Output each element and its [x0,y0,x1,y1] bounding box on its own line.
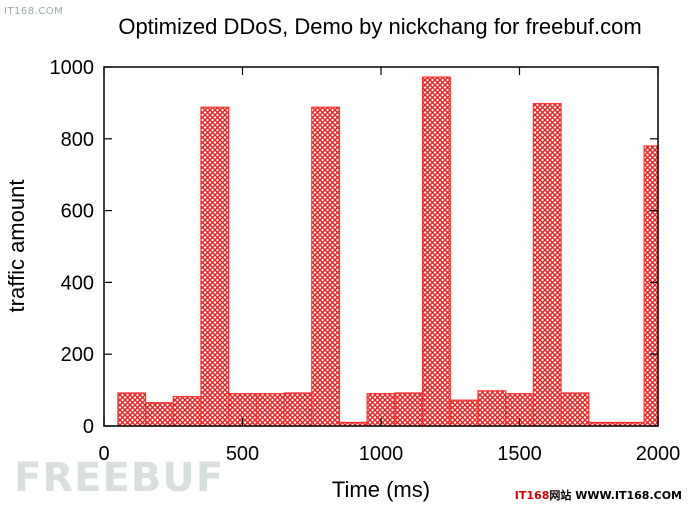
plot-frame [103,66,659,427]
bar-1600 [532,103,562,427]
ticks-layer: 0 500 1000 1500 2000 0 200 400 600 800 1000 [50,57,681,465]
y-axis-label: traffic amount [4,180,29,313]
watermark-top: IT168.COM [4,6,64,17]
bar-1300 [449,399,479,427]
watermark-bottom: IT168网站 WWW.IT168.COM [515,487,682,503]
bar-300 [172,395,202,427]
bar-2000 [643,145,659,427]
bar-1700 [560,392,590,427]
chart-title: Optimized DDoS, Demo by nickchang for fr… [118,14,641,39]
watermark-bottom-brand: IT168 [514,489,550,502]
x-tick-label: 500 [226,443,259,465]
bar-700 [283,392,313,427]
y-tick-label: 1000 [50,57,95,79]
bar-800 [311,106,341,427]
bar-100 [117,392,147,427]
bar-1200 [421,76,451,427]
bar-600 [255,393,285,427]
x-tick-label: 1500 [497,443,542,465]
y-tick-label: 0 [83,416,94,438]
y-tick-label: 200 [61,344,94,366]
x-tick-label: 1000 [359,443,404,465]
bar-1400 [477,390,507,427]
bar-1100 [394,392,424,427]
watermark-bottom-url: WWW.IT168.COM [575,489,682,502]
watermark-bottom-site: 网站 [549,489,576,502]
bar-400 [200,106,230,427]
y-tick-label: 800 [61,129,94,151]
watermark-freebuf-logo: FREEBUF [14,455,225,501]
x-axis-label: Time (ms) [332,477,430,502]
x-tick-label: 0 [98,443,109,465]
x-tick-label: 2000 [636,443,681,465]
bar-200 [144,402,174,427]
y-tick-label: 600 [61,201,94,223]
y-tick-label: 400 [61,272,94,294]
bars-layer [117,76,659,427]
